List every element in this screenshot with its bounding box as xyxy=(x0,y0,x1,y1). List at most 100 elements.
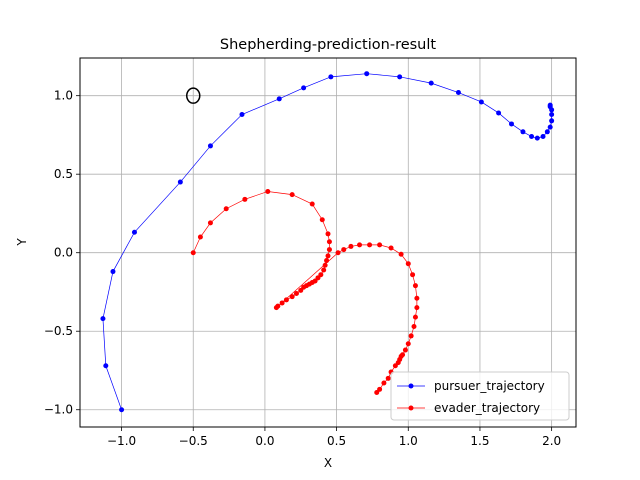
data-point xyxy=(357,242,363,248)
x-tick-label: 2.0 xyxy=(542,434,561,448)
x-tick-label: 1.0 xyxy=(399,434,418,448)
data-point xyxy=(402,347,408,353)
data-point xyxy=(223,206,229,212)
data-point xyxy=(520,129,526,135)
data-point xyxy=(326,239,332,245)
series-layer xyxy=(100,71,555,413)
data-point xyxy=(239,112,245,118)
x-tick-label: −0.5 xyxy=(179,434,208,448)
data-point xyxy=(283,297,289,303)
series-evader_trajectory xyxy=(190,188,420,395)
data-point xyxy=(265,188,271,194)
data-point xyxy=(405,341,411,347)
grid xyxy=(80,58,576,427)
legend: pursuer_trajectory evader_trajectory xyxy=(390,371,570,421)
data-point xyxy=(529,134,535,140)
y-tick-label: 0.0 xyxy=(54,246,73,260)
legend-label-evader_trajectory: evader_trajectory xyxy=(434,401,540,415)
data-point xyxy=(279,300,285,306)
data-point xyxy=(325,253,331,259)
data-point xyxy=(207,220,213,226)
x-tick-label: 0.5 xyxy=(327,434,346,448)
data-point xyxy=(544,129,550,135)
x-ticks: −1.0 −0.5 0.0 0.5 1.0 1.5 2.0 xyxy=(107,427,561,448)
data-point xyxy=(301,85,307,91)
data-point xyxy=(325,231,331,237)
data-point xyxy=(412,314,418,320)
data-point xyxy=(412,283,418,289)
data-point xyxy=(293,291,299,297)
data-point xyxy=(414,305,420,311)
y-tick-label: 1.0 xyxy=(54,89,73,103)
data-point xyxy=(242,196,248,202)
data-point xyxy=(388,245,394,251)
data-point xyxy=(335,250,341,256)
data-point xyxy=(110,269,116,275)
data-point xyxy=(408,333,414,339)
data-point xyxy=(428,80,434,86)
data-point xyxy=(326,247,332,253)
data-point xyxy=(385,375,391,381)
data-point xyxy=(364,71,370,77)
data-point xyxy=(328,74,334,80)
x-tick-label: 1.5 xyxy=(470,434,489,448)
data-point xyxy=(540,134,546,140)
y-tick-label: −0.5 xyxy=(44,324,73,338)
data-point xyxy=(131,229,137,235)
data-point xyxy=(405,261,411,267)
plot-frame xyxy=(79,57,577,428)
data-point xyxy=(549,112,555,118)
data-point xyxy=(341,247,347,253)
y-tick-label: 0.5 xyxy=(54,167,73,181)
series-pursuer_trajectory xyxy=(100,71,555,413)
legend-marker-pursuer_trajectory xyxy=(408,383,414,389)
annotation-layer xyxy=(185,87,201,104)
data-point xyxy=(322,262,328,268)
data-point xyxy=(100,316,106,322)
data-point xyxy=(414,295,420,301)
data-point xyxy=(119,407,125,413)
data-point xyxy=(289,294,295,300)
y-axis-title: Y xyxy=(15,238,29,247)
y-tick-label: −1.0 xyxy=(44,403,73,417)
data-point xyxy=(381,380,387,386)
x-tick-label: −1.0 xyxy=(107,434,136,448)
data-point xyxy=(410,272,416,278)
data-point xyxy=(298,287,304,293)
data-point xyxy=(534,135,540,141)
data-point xyxy=(197,234,203,240)
data-point xyxy=(103,363,109,369)
data-point xyxy=(324,258,330,264)
data-point xyxy=(321,267,327,273)
data-point xyxy=(547,102,553,108)
data-point xyxy=(309,201,315,207)
data-point xyxy=(549,118,555,124)
x-axis-title: X xyxy=(324,456,332,470)
data-point xyxy=(348,243,354,249)
data-point xyxy=(374,389,380,395)
legend-marker-evader_trajectory xyxy=(408,405,414,411)
data-point xyxy=(392,363,398,369)
data-point xyxy=(478,99,484,105)
data-point xyxy=(508,121,514,127)
data-point xyxy=(276,96,282,102)
legend-box xyxy=(390,371,570,421)
x-tick-label: 0.0 xyxy=(255,434,274,448)
data-point xyxy=(397,74,403,80)
data-point xyxy=(177,179,183,185)
data-point xyxy=(207,143,213,149)
data-point xyxy=(377,242,383,248)
data-point xyxy=(319,217,325,223)
data-point xyxy=(398,251,404,257)
data-point xyxy=(367,242,373,248)
data-point xyxy=(547,124,553,130)
y-ticks: −1.0 −0.5 0.0 0.5 1.0 xyxy=(44,89,80,417)
data-point xyxy=(289,192,295,198)
data-point xyxy=(273,305,279,311)
target-marker xyxy=(185,87,201,104)
legend-label-pursuer_trajectory: pursuer_trajectory xyxy=(434,379,545,393)
data-point xyxy=(411,324,417,330)
chart-title: Shepherding-prediction-result xyxy=(220,37,437,53)
data-point xyxy=(190,250,196,256)
